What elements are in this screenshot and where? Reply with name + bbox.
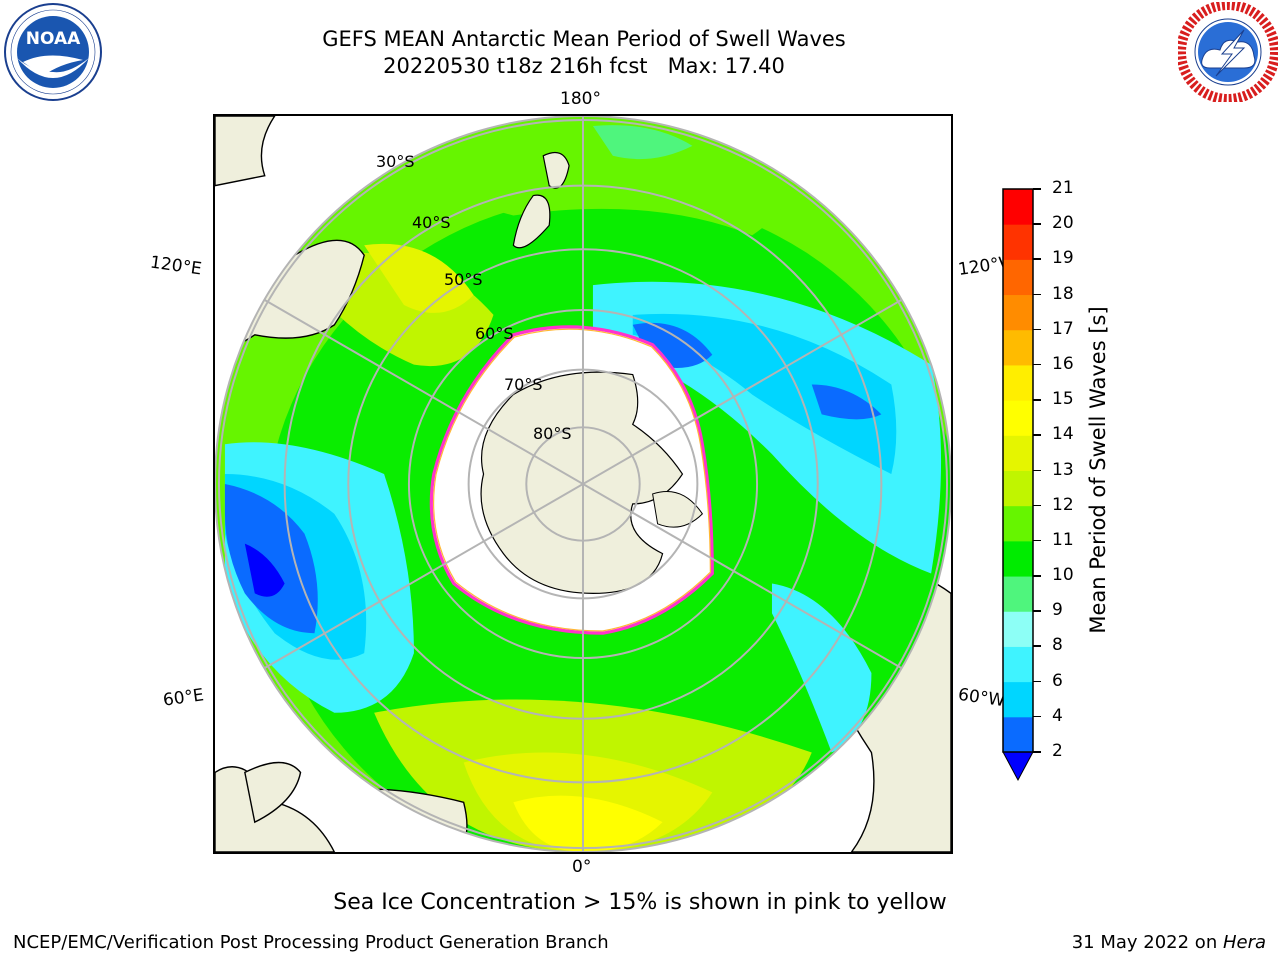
colorbar-tick-mark bbox=[1033, 504, 1041, 507]
colorbar-tick-label: 12 bbox=[1052, 494, 1074, 515]
colorbar-tick-mark bbox=[1033, 223, 1041, 225]
colorbar-segment bbox=[1003, 435, 1033, 471]
colorbar-segment bbox=[1003, 646, 1033, 683]
colorbar-segment bbox=[1003, 400, 1033, 436]
colorbar-segment bbox=[1003, 611, 1033, 647]
colorbar-tick-label: 14 bbox=[1052, 424, 1074, 445]
colorbar-tick-mark bbox=[1033, 539, 1041, 542]
footer-date: 31 May 2022 on Hera bbox=[1072, 932, 1266, 953]
colorbar-tick-mark bbox=[1033, 434, 1041, 436]
colorbar-tick-label: 4 bbox=[1052, 705, 1063, 726]
lon-label-180: 180° bbox=[560, 89, 601, 109]
title-line-1: GEFS MEAN Antarctic Mean Period of Swell… bbox=[322, 27, 846, 51]
polar-map bbox=[215, 116, 951, 852]
colorbar-tick-label: 6 bbox=[1052, 670, 1063, 691]
colorbar-tick-mark bbox=[1033, 363, 1041, 366]
land-corner-top-left bbox=[215, 116, 276, 187]
nws-logo bbox=[1176, 0, 1280, 104]
colorbar-segment bbox=[1003, 470, 1033, 507]
lon-label-60e: 60°E bbox=[161, 685, 206, 711]
colorbar-tick-mark bbox=[1033, 680, 1041, 683]
colorbar-tick-mark bbox=[1033, 188, 1041, 190]
colorbar-tick-label: 11 bbox=[1052, 529, 1074, 550]
footer-machine: Hera bbox=[1222, 932, 1266, 953]
land-new-zealand-south bbox=[512, 194, 551, 249]
colorbar-tick-mark bbox=[1033, 469, 1041, 471]
colorbar-segment bbox=[1003, 716, 1033, 753]
colorbar-tick-label: 17 bbox=[1052, 318, 1074, 339]
colorbar-tick-label: 19 bbox=[1052, 248, 1074, 269]
lat-label-50s: 50°S bbox=[444, 270, 483, 289]
lon-label-120e: 120°E bbox=[148, 252, 203, 280]
colorbar-tick-label: 2 bbox=[1052, 741, 1063, 761]
colorbar bbox=[1002, 188, 1034, 782]
colorbar-segment bbox=[1003, 364, 1033, 401]
lat-label-70s: 70°S bbox=[504, 375, 543, 394]
colorbar-tick-label: 10 bbox=[1052, 565, 1074, 586]
colorbar-tick-mark bbox=[1033, 258, 1041, 260]
colorbar-tick-label: 13 bbox=[1052, 459, 1074, 480]
colorbar-tick-label: 18 bbox=[1052, 283, 1074, 304]
colorbar-segment bbox=[1003, 576, 1033, 612]
colorbar-tick-mark bbox=[1033, 399, 1041, 401]
colorbar-tick-label: 20 bbox=[1052, 213, 1074, 234]
graticule bbox=[217, 116, 949, 852]
colorbar-tick-mark bbox=[1033, 575, 1041, 577]
colorbar-segment bbox=[1003, 294, 1033, 331]
lat-label-30s: 30°S bbox=[376, 152, 415, 171]
lon-label-60w: 60°W bbox=[956, 684, 1007, 712]
colorbar-tick-label: 21 bbox=[1052, 178, 1074, 198]
footer-date-text: 31 May 2022 on bbox=[1071, 932, 1223, 953]
land-madagascar bbox=[244, 761, 302, 824]
footer-credit: NCEP/EMC/Verification Post Processing Pr… bbox=[13, 932, 609, 953]
lat-label-40s: 40°S bbox=[412, 213, 451, 232]
colorbar-segment bbox=[1003, 505, 1033, 542]
colorbar-tick-mark bbox=[1033, 715, 1041, 718]
noaa-logo: NOAA bbox=[3, 2, 103, 102]
colorbar-tick-mark bbox=[1033, 751, 1041, 753]
lat-label-80s: 80°S bbox=[533, 424, 572, 443]
colorbar-tick-mark bbox=[1033, 293, 1041, 296]
colorbar-segment bbox=[1003, 329, 1033, 366]
colorbar-tick-label: 16 bbox=[1052, 353, 1074, 374]
colorbar-label: Mean Period of Swell Waves [s] bbox=[1086, 306, 1110, 634]
colorbar-tick-mark bbox=[1033, 610, 1041, 612]
colorbar-segment bbox=[1003, 224, 1033, 260]
colorbar-segment bbox=[1003, 540, 1033, 577]
noaa-logo-text: NOAA bbox=[26, 29, 81, 49]
colorbar-tick-label: 15 bbox=[1052, 389, 1074, 410]
map-frame bbox=[213, 114, 953, 854]
colorbar-segment bbox=[1003, 681, 1033, 718]
colorbar-tick-label: 8 bbox=[1052, 635, 1063, 656]
colorbar-segment bbox=[1003, 189, 1033, 225]
colorbar-segment bbox=[1003, 259, 1033, 296]
colorbar-tick-label: 9 bbox=[1052, 600, 1063, 621]
title-line-2: 20220530 t18z 216h fcst Max: 17.40 bbox=[383, 54, 785, 78]
sea-ice-note: Sea Ice Concentration > 15% is shown in … bbox=[333, 890, 947, 915]
lon-label-0: 0° bbox=[572, 857, 592, 877]
colorbar-tick-mark bbox=[1033, 328, 1041, 331]
lat-label-60s: 60°S bbox=[475, 324, 514, 343]
colorbar-tick-mark bbox=[1033, 645, 1041, 647]
